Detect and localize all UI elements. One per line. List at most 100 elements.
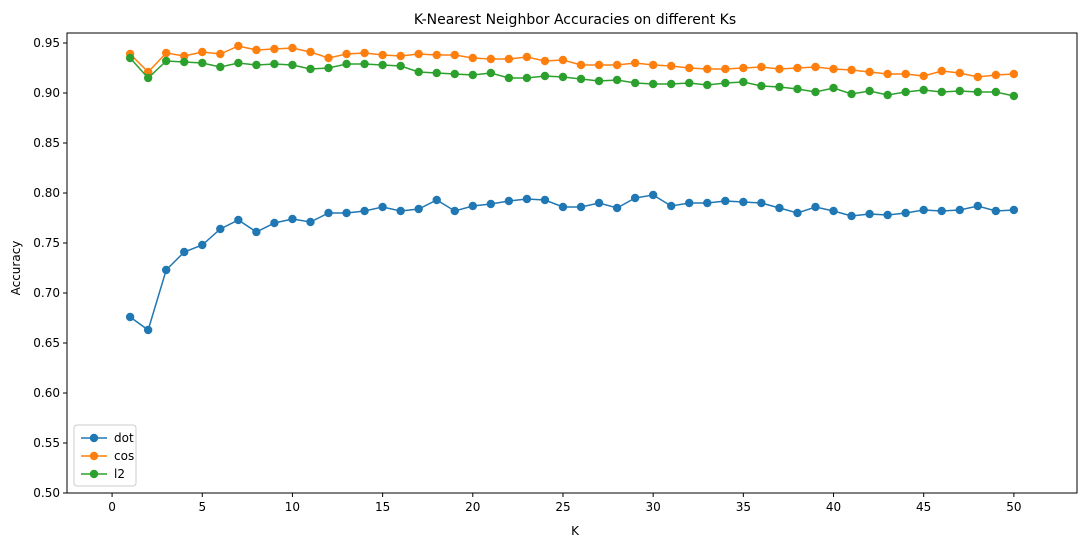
y-tick-label: 0.85: [33, 136, 60, 150]
legend: dot cos l2: [73, 424, 137, 487]
data-point-dot: [919, 205, 928, 215]
data-point-l2: [143, 73, 153, 83]
data-point-l2: [486, 68, 496, 78]
data-point-dot: [558, 202, 568, 212]
legend-marker-dot: [89, 433, 99, 443]
data-point-l2: [360, 59, 369, 69]
x-tick-label: 10: [285, 500, 300, 514]
data-point-l2: [161, 56, 171, 66]
data-point-l2: [1009, 91, 1019, 101]
data-point-cos: [342, 49, 351, 59]
x-tick-label: 45: [916, 500, 931, 514]
data-point-cos: [234, 41, 243, 51]
data-point-dot: [775, 203, 784, 213]
data-point-l2: [504, 73, 514, 83]
data-point-l2: [666, 79, 676, 89]
data-point-cos: [252, 45, 261, 55]
data-point-dot: [901, 208, 910, 218]
data-point-l2: [973, 87, 983, 97]
data-point-cos: [793, 63, 802, 73]
y-tick-label: 0.95: [33, 36, 60, 50]
legend-marker-cos: [89, 451, 99, 461]
data-point-l2: [378, 60, 387, 70]
data-point-dot: [486, 199, 496, 209]
data-point-cos: [180, 51, 189, 61]
data-point-l2: [685, 78, 694, 88]
x-tick-label: 40: [826, 500, 841, 514]
data-point-cos: [973, 72, 983, 82]
data-point-dot: [793, 208, 802, 218]
data-point-dot: [685, 198, 694, 208]
data-point-l2: [342, 59, 351, 69]
data-point-cos: [648, 60, 658, 70]
data-point-l2: [270, 59, 279, 69]
y-tick-label: 0.60: [33, 386, 60, 400]
data-point-cos: [504, 54, 514, 64]
data-point-l2: [306, 64, 315, 74]
x-axis-label: K: [571, 524, 580, 538]
data-point-cos: [757, 62, 766, 72]
data-point-l2: [739, 77, 748, 87]
data-point-cos: [666, 61, 676, 71]
data-point-l2: [757, 81, 766, 91]
data-point-l2: [630, 78, 640, 88]
legend-label-cos: cos: [114, 449, 134, 463]
data-point-dot: [847, 211, 856, 221]
data-point-l2: [775, 82, 784, 92]
x-tick-label: 25: [555, 500, 570, 514]
data-point-dot: [973, 201, 983, 211]
data-point-l2: [252, 60, 261, 70]
data-point-cos: [270, 44, 279, 54]
data-point-dot: [883, 210, 892, 220]
data-point-cos: [955, 68, 964, 78]
data-point-dot: [161, 265, 171, 275]
x-tick-label: 20: [465, 500, 480, 514]
data-point-cos: [432, 50, 441, 60]
data-point-l2: [955, 86, 964, 96]
data-point-cos: [414, 49, 423, 59]
data-point-dot: [648, 190, 658, 200]
data-point-cos: [721, 64, 730, 74]
data-point-l2: [324, 63, 333, 73]
data-point-dot: [432, 195, 441, 205]
data-point-cos: [558, 55, 568, 65]
data-point-l2: [288, 60, 297, 70]
data-point-cos: [306, 47, 315, 57]
data-point-l2: [450, 69, 459, 79]
data-point-dot: [829, 206, 838, 216]
plot-marks: [125, 41, 1019, 335]
data-point-l2: [576, 74, 586, 84]
data-point-l2: [919, 85, 928, 95]
data-point-l2: [883, 90, 892, 100]
data-point-cos: [612, 60, 622, 70]
data-point-dot: [721, 196, 730, 206]
data-point-cos: [522, 52, 532, 62]
data-point-cos: [865, 67, 874, 77]
data-point-dot: [306, 217, 315, 227]
legend-label-l2: l2: [114, 467, 125, 481]
data-point-dot: [991, 206, 1001, 216]
x-tick-label: 50: [1006, 500, 1021, 514]
data-point-l2: [865, 86, 874, 96]
data-point-l2: [558, 72, 568, 82]
y-tick-label: 0.55: [33, 436, 60, 450]
data-point-dot: [450, 206, 459, 216]
data-point-l2: [468, 70, 478, 80]
data-point-dot: [324, 208, 333, 218]
series-line-l2: [129, 57, 1015, 97]
data-point-cos: [685, 63, 694, 73]
data-point-cos: [883, 69, 892, 79]
data-point-cos: [360, 48, 369, 58]
data-point-cos: [450, 50, 459, 60]
y-tick-label: 0.75: [33, 236, 60, 250]
y-axis-label: Accuracy: [9, 241, 23, 296]
y-tick-label: 0.80: [33, 186, 60, 200]
x-tick-label: 35: [736, 500, 751, 514]
y-tick-label: 0.65: [33, 336, 60, 350]
data-point-cos: [486, 54, 496, 64]
data-point-dot: [594, 198, 604, 208]
data-point-l2: [540, 71, 550, 81]
data-point-cos: [829, 64, 838, 74]
data-point-l2: [198, 58, 207, 68]
